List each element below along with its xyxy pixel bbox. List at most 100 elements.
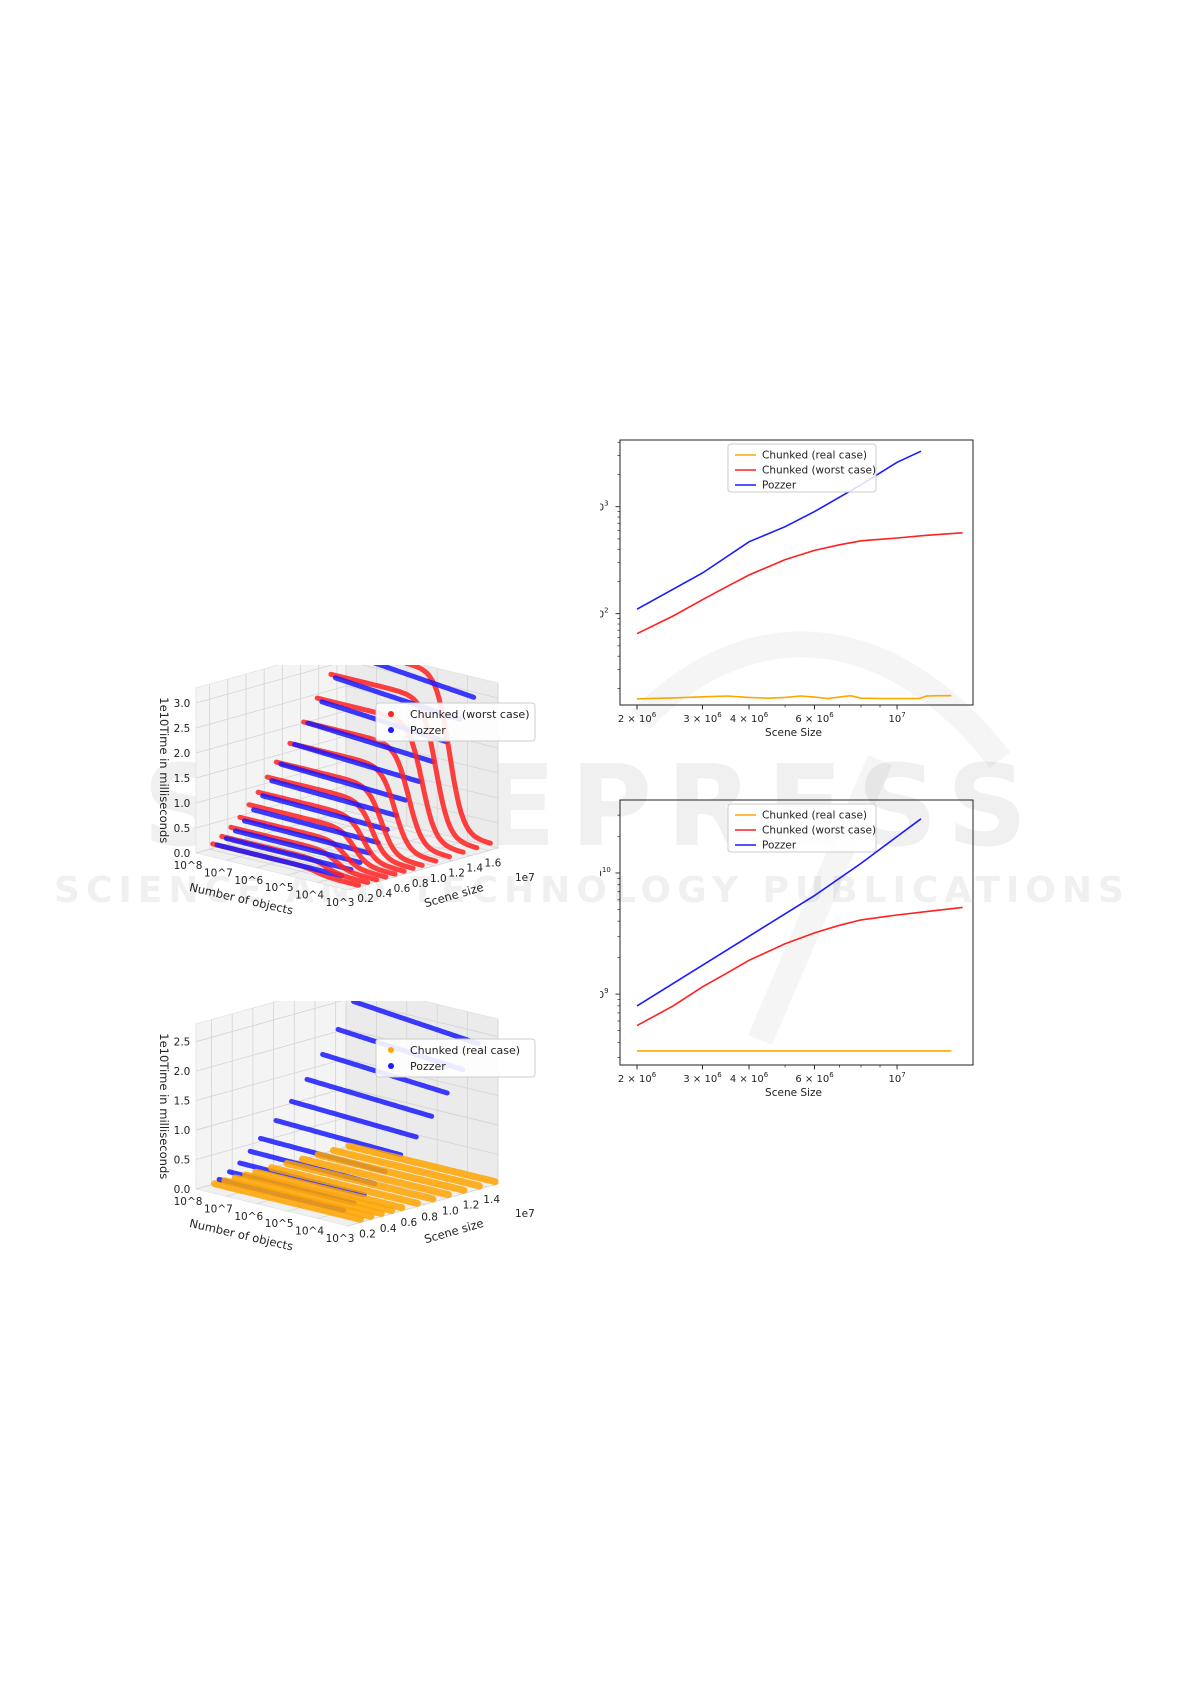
x-tick-label: 6 × 106: [795, 711, 834, 725]
x-tick-label: 3 × 106: [683, 1071, 722, 1085]
series1-curve: [345, 1142, 499, 1186]
series2-curve: [242, 818, 372, 856]
z-tick-label: 1.5: [174, 773, 191, 785]
x-tick-label: 10^5: [265, 1218, 294, 1230]
series2-curve: [351, 999, 481, 1047]
x-tick-label: 107: [888, 711, 905, 725]
series2-curve: [273, 1118, 404, 1158]
series2-curve: [289, 1098, 419, 1140]
series2-curve: [292, 741, 422, 784]
series2-curve: [223, 836, 354, 873]
grid-line: [195, 1117, 347, 1160]
series1-curve: [314, 1151, 468, 1194]
x-tick-label: 10^8: [174, 1196, 203, 1208]
x-tick-label: 10^3: [326, 1233, 355, 1245]
y-scale-label: 1e7: [515, 1208, 535, 1220]
grid-line: [345, 810, 499, 849]
x-tick-label: 4 × 106: [730, 1071, 769, 1085]
y-scale-label: 1e7: [515, 872, 535, 884]
series1-curve: [246, 802, 398, 877]
x-tick-label: 10^4: [295, 890, 324, 902]
grid-line: [195, 710, 347, 754]
z-tick-label: 2.5: [174, 723, 191, 735]
z-tick-label: 0.5: [174, 1155, 191, 1167]
grid-line: [347, 847, 499, 891]
series1-curve: [268, 1164, 421, 1207]
x-tick-label: 10^3: [326, 897, 355, 909]
z-tick-label: 2.0: [174, 748, 191, 760]
grid-line: [195, 685, 347, 729]
y-tick-label: 0.8: [421, 1211, 438, 1223]
z-tick-label: 1.0: [174, 798, 191, 810]
y-tick-label: 1.6: [485, 858, 502, 870]
grid-line: [195, 735, 347, 779]
series1-curve: [237, 814, 389, 880]
y-tick-label: 109: [600, 987, 609, 1001]
y-tick-label: 1.4: [466, 863, 483, 875]
chart-time-vs-scene-size: 2 × 106 3 × 106 4 × 106 6 × 106 107 102 103 Chu…: [577, 430, 1070, 770]
plot-frame: [619, 439, 974, 706]
series2-curve: [260, 793, 390, 832]
series2-curve: [237, 1160, 367, 1198]
series2-curve: [232, 828, 363, 865]
plot-frame: [619, 799, 974, 1066]
x-tick-label: 10^6: [234, 875, 263, 887]
x-tick-label: 3 × 106: [683, 711, 722, 725]
legend-box: [727, 803, 877, 853]
y-tick-label: 0.4: [380, 1223, 397, 1235]
series1-curve: [231, 1174, 385, 1217]
legend-label: Pozzer: [410, 724, 446, 737]
legend-box: [375, 702, 536, 742]
legend-label: Chunked (worst case): [762, 465, 876, 477]
legend-marker: [388, 1047, 394, 1053]
x-axis-label: Scene Size: [765, 727, 822, 739]
legend-label: Pozzer: [410, 1060, 446, 1073]
y-tick-label: 103: [600, 500, 609, 514]
z-axis-title: 1e10Time in milliseconds: [157, 1033, 171, 1179]
legend-label: Chunked (worst case): [762, 825, 876, 837]
legend-label: Pozzer: [762, 840, 797, 852]
series1-curve: [221, 1177, 375, 1220]
z-axis-title: 1e10Time in milliseconds: [157, 697, 171, 843]
y-tick-label: 1.2: [463, 1200, 480, 1212]
series1-curve: [299, 1155, 452, 1199]
z-tick-label: 1.5: [174, 1096, 191, 1108]
series-line: [636, 694, 952, 700]
series2-curve: [214, 842, 345, 879]
legend-box: [727, 443, 877, 493]
y-tick-label: 1.0: [430, 873, 447, 885]
grid-line: [245, 838, 399, 877]
chart-3d-real-case: 10^8 10^7 10^6 10^5 10^4 10^3 0.2 0.4 0.6 0.8 1.0 1…: [140, 981, 600, 1331]
series1-curve: [264, 774, 416, 871]
y-tick-label: 102: [600, 607, 609, 621]
y-tick-label: 1.2: [448, 868, 465, 880]
y-tick-label: 0.8: [412, 878, 429, 890]
x-tick-label: 10^8: [174, 860, 203, 872]
x-tick-label: 10^5: [265, 882, 294, 894]
grid-line: [195, 1028, 347, 1072]
grid-line: [195, 1087, 347, 1131]
series1-curve: [228, 824, 380, 883]
series1-curve: [252, 1168, 406, 1212]
series-line: [636, 818, 922, 1007]
x-tick-label: 2 × 106: [618, 711, 657, 725]
series1-curve: [330, 1146, 483, 1190]
x-tick-label: 2 × 106: [618, 1071, 657, 1085]
x-tick-label: 107: [888, 1071, 905, 1085]
x-tick-label: 10^7: [204, 1203, 233, 1215]
series-line: [636, 450, 922, 610]
legend-marker: [388, 727, 394, 733]
legend-label: Chunked (worst case): [410, 708, 529, 721]
legend-label: Chunked (real case): [410, 1044, 520, 1057]
legend: Chunked (real case) Pozzer: [375, 1038, 536, 1078]
series1-curve: [211, 1180, 364, 1223]
grid-line: [345, 1087, 499, 1126]
series-line: [636, 906, 963, 1027]
chart-memory-vs-scene-size: 2 × 106 3 × 106 4 × 106 6 × 106 107 109 1010 Ch…: [577, 790, 1070, 1130]
z-tick-label: 2.0: [174, 1066, 191, 1078]
chart-3d-real-case-svg: 10^810^710^610^510^410^3 0.2 0.4 0.6 0.8 1.0 1…: [157, 981, 536, 1253]
legend-label: Pozzer: [762, 480, 797, 492]
z-tick-label: 0.0: [174, 1184, 191, 1196]
x-tick-label: 6 × 106: [795, 1071, 834, 1085]
y-tick-label: 0.6: [394, 883, 411, 895]
